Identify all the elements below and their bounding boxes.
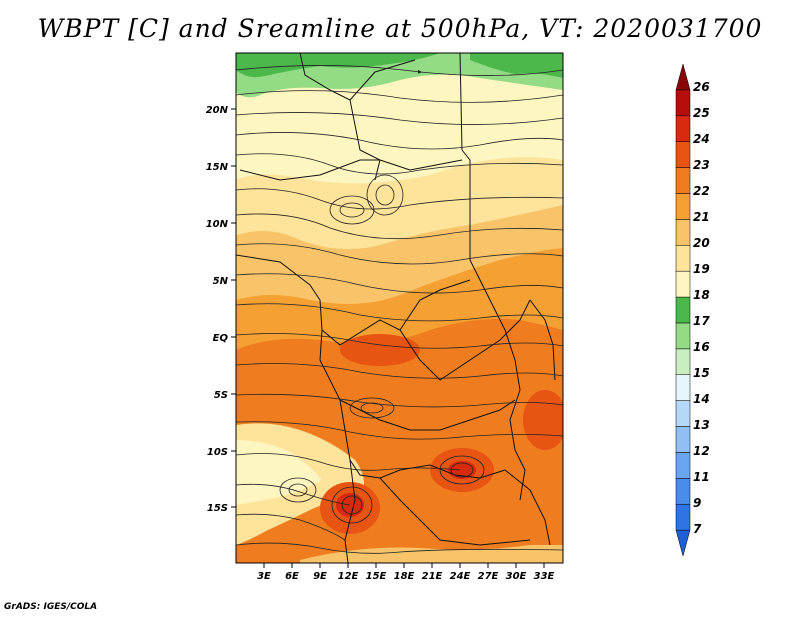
lon-tick-6e: 6E <box>285 563 299 582</box>
cb-label-21: 21 <box>693 210 710 224</box>
lat-tick-20n: 20N <box>206 105 236 116</box>
field-band-16b <box>470 53 563 78</box>
lon-tick-3e: 3E <box>257 563 271 582</box>
lon-tick-15e: 15E <box>366 563 387 582</box>
lon-tick-9e: 9E <box>313 563 327 582</box>
cb-label-15: 15 <box>693 366 710 380</box>
lon-label-18e: 18E <box>394 571 415 582</box>
cb-label-7: 7 <box>693 522 702 536</box>
cb-label-20: 20 <box>693 236 710 250</box>
cb-label-22: 22 <box>693 184 710 198</box>
colorbar-swatch <box>675 296 691 324</box>
colorbar-swatch <box>675 374 691 401</box>
lat-axis: 20N 15N 10N 5N EQ 5S 10S 15S <box>206 105 236 514</box>
colorbar-swatch <box>675 348 691 375</box>
lat-label-15n: 15N <box>206 162 229 173</box>
colorbar-swatch <box>675 322 691 350</box>
lon-tick-27e: 27E <box>478 563 499 582</box>
map-title: WBPT [C] and Sreamline at 500hPa, VT: 20… <box>37 14 763 43</box>
colorbar-swatch <box>675 426 691 453</box>
grads-credit: GrADS: IGES/COLA <box>4 602 98 612</box>
lat-label-5s: 5S <box>214 390 228 401</box>
cb-label-23: 23 <box>693 158 710 172</box>
colorbar-swatch <box>675 219 691 246</box>
colorbar: 7 9 11 12 13 14 15 16 17 18 19 20 21 22 … <box>675 63 710 557</box>
plot-frame <box>235 52 564 564</box>
wbpt-field <box>236 53 563 563</box>
lat-label-10s: 10S <box>207 447 228 458</box>
cb-label-17: 17 <box>693 314 710 328</box>
cb-label-11: 11 <box>693 470 710 484</box>
lat-tick-15s: 15S <box>207 503 236 514</box>
colorbar-swatch <box>675 270 691 298</box>
colorbar-swatch <box>675 478 691 505</box>
cb-label-12: 12 <box>693 444 710 458</box>
lon-tick-33e: 33E <box>534 563 555 582</box>
lon-axis: 3E 6E 9E 12E 15E 18E 21E 24E 27E 30E 33E <box>257 563 555 582</box>
lat-tick-5n: 5N <box>213 276 236 287</box>
streamlines <box>236 65 563 554</box>
cb-label-9: 9 <box>693 496 701 510</box>
field-hot-3 <box>340 334 420 366</box>
lat-tick-5s: 5S <box>214 390 236 401</box>
lon-label-6e: 6E <box>285 571 299 582</box>
colorbar-swatch <box>675 89 691 117</box>
lat-tick-10n: 10N <box>206 219 236 230</box>
lon-label-15e: 15E <box>366 571 387 582</box>
colorbar-swatch <box>675 167 691 194</box>
lon-tick-18e: 18E <box>394 563 415 582</box>
lat-tick-eq: EQ <box>213 333 236 344</box>
country-borders <box>236 53 556 563</box>
lon-label-24e: 24E <box>450 571 471 582</box>
colorbar-swatch <box>675 115 691 142</box>
lon-label-33e: 33E <box>534 571 555 582</box>
colorbar-swatch <box>675 63 691 91</box>
cb-label-18: 18 <box>693 288 710 302</box>
cb-label-19: 19 <box>693 262 710 276</box>
lon-label-27e: 27E <box>478 571 499 582</box>
lon-label-3e: 3E <box>257 571 271 582</box>
colorbar-swatch <box>675 452 691 479</box>
colorbar-swatch <box>675 503 691 531</box>
lat-label-15s: 15S <box>207 503 228 514</box>
cb-label-26: 26 <box>693 80 710 94</box>
lon-tick-24e: 24E <box>450 563 471 582</box>
lat-label-5n: 5N <box>213 276 229 287</box>
lon-label-9e: 9E <box>313 571 327 582</box>
cb-label-25: 25 <box>693 106 710 120</box>
colorbar-swatch <box>675 400 691 427</box>
lon-tick-30e: 30E <box>506 563 527 582</box>
lon-tick-12e: 12E <box>338 563 359 582</box>
lon-label-30e: 30E <box>506 571 527 582</box>
lat-tick-10s: 10S <box>207 447 236 458</box>
lat-label-10n: 10N <box>206 219 229 230</box>
field-hot-4 <box>523 390 563 450</box>
colorbar-labels: 7 9 11 12 13 14 15 16 17 18 19 20 21 22 … <box>693 80 710 536</box>
field-band-16 <box>236 53 440 78</box>
colorbar-boxes <box>675 63 691 557</box>
lon-label-21e: 21E <box>422 571 443 582</box>
cb-label-14: 14 <box>693 392 710 406</box>
cb-label-13: 13 <box>693 418 710 432</box>
cb-label-24: 24 <box>693 132 710 146</box>
field-cool-sw2 <box>236 440 322 505</box>
lat-label-eq: EQ <box>213 333 229 344</box>
lat-label-20n: 20N <box>206 105 229 116</box>
lon-label-12e: 12E <box>338 571 359 582</box>
colorbar-swatch <box>675 245 691 272</box>
cb-label-16: 16 <box>693 340 710 354</box>
colorbar-swatch <box>675 193 691 220</box>
lat-tick-15n: 15N <box>206 162 236 173</box>
lon-tick-21e: 21E <box>422 563 443 582</box>
colorbar-swatch <box>675 529 691 557</box>
colorbar-swatch <box>675 141 691 168</box>
